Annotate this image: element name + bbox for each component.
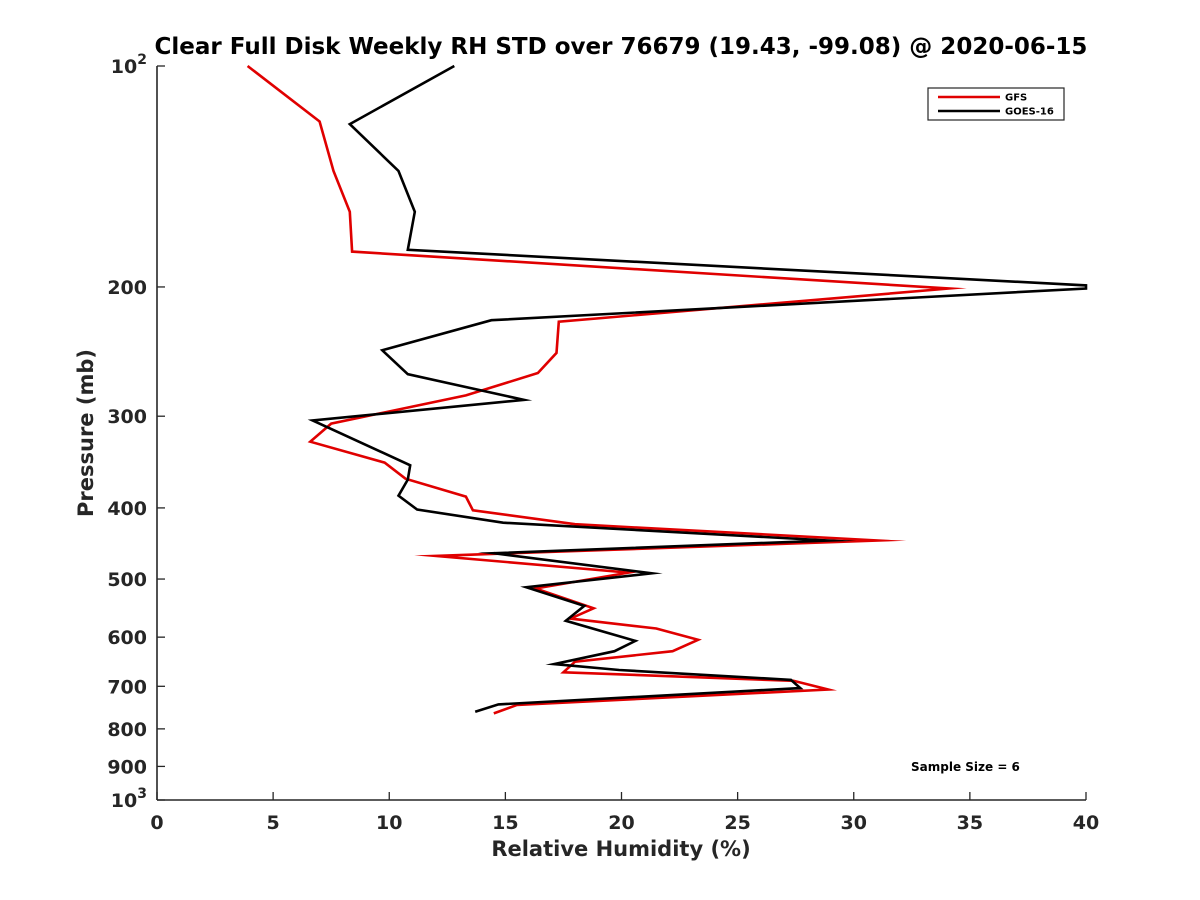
y-tick-label: 600 — [107, 627, 147, 649]
y-tick-label: 200 — [107, 277, 147, 299]
x-tick-label: 15 — [492, 812, 518, 834]
x-tick-label: 20 — [608, 812, 634, 834]
x-tick-label: 30 — [841, 812, 867, 834]
chart-title: Clear Full Disk Weekly RH STD over 76679… — [155, 34, 1088, 60]
y-tick-label: 300 — [107, 406, 147, 428]
sample-size-annotation: Sample Size = 6 — [911, 760, 1020, 774]
series-line-goes-16 — [307, 64, 1088, 713]
series-line-gfs — [246, 64, 967, 715]
x-tick-label: 35 — [957, 812, 983, 834]
y-tick-label: 700 — [107, 676, 147, 698]
series-layer — [246, 64, 1088, 715]
x-axis-label: Relative Humidity (%) — [491, 837, 750, 861]
legend: GFS GOES-16 — [927, 87, 1065, 121]
x-tick-label: 25 — [724, 812, 750, 834]
y-tick-label: 800 — [107, 719, 147, 741]
x-tick-label: 5 — [267, 812, 280, 834]
x-tick-label: 10 — [376, 812, 402, 834]
x-tick-label: 0 — [150, 812, 163, 834]
legend-box — [927, 87, 1065, 121]
legend-label-goes-16: GOES-16 — [1005, 107, 1054, 118]
y-tick-label: 103 — [111, 786, 147, 812]
y-tick-label: 102 — [111, 52, 147, 78]
y-axis-label: Pressure (mb) — [74, 349, 98, 517]
y-tick-label: 500 — [107, 569, 147, 591]
x-tick-label: 40 — [1073, 812, 1099, 834]
y-tick-label: 400 — [107, 498, 147, 520]
y-tick-label: 900 — [107, 756, 147, 778]
legend-label-gfs: GFS — [1005, 93, 1027, 104]
axes-layer: 0 5 10 15 20 25 30 35 40 102 200 300 400 500 600 700 800… — [107, 52, 1099, 834]
